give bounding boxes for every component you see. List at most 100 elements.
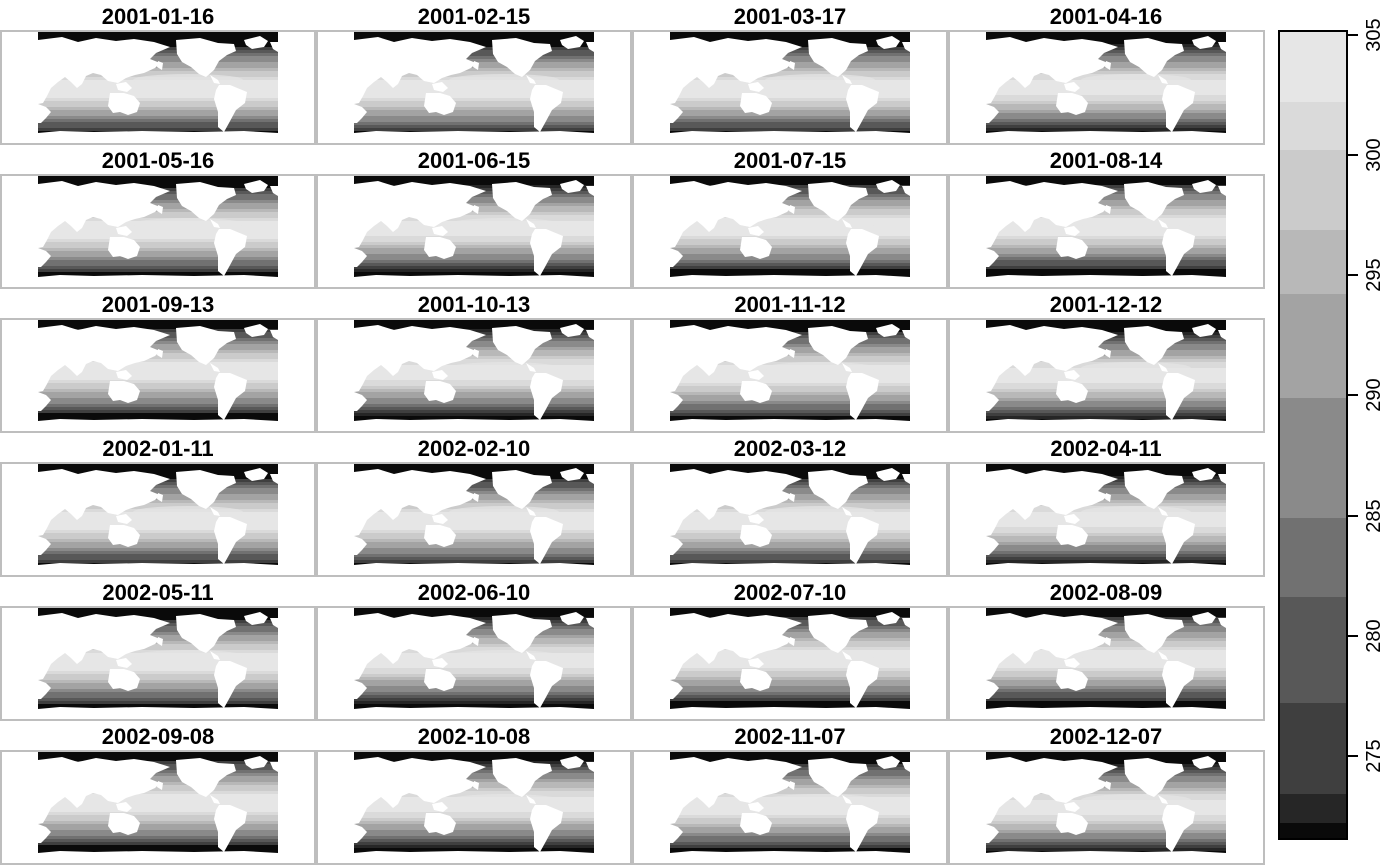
map-panel: 2002-03-12 [632,432,948,577]
map-panel: 2002-09-08 [0,720,316,865]
sst-map [354,752,594,860]
map-panel: 2002-07-10 [632,576,948,721]
sst-map [38,752,278,860]
map-panel: 2001-09-13 [0,288,316,433]
panel-title: 2002-12-07 [1049,724,1163,749]
panel-title: 2001-01-16 [101,4,215,29]
map-panel: 2001-12-12 [948,288,1265,433]
panel-title: 2002-06-10 [417,580,531,605]
map-panel: 2001-01-16 [0,0,316,145]
sst-map [986,608,1226,716]
map-panel-grid: 2001-01-16 2001-02-15 2001-03-17 2001-04-16… [0,0,1265,865]
sst-map [986,464,1226,572]
sst-map [670,464,910,572]
legend-tick-label: 290 [1363,378,1385,413]
map-panel: 2002-02-10 [316,432,632,577]
sst-map [38,464,278,572]
panel-title: 2001-06-15 [417,148,531,173]
legend-band [1280,229,1346,295]
legend-tick [1348,274,1358,277]
map-panel: 2001-06-15 [316,144,632,289]
legend-tick-label: 280 [1363,619,1385,653]
panel-title: 2002-07-10 [733,580,847,605]
map-panel: 2001-02-15 [316,0,632,145]
map-panel: 2002-12-07 [948,720,1265,865]
map-panel: 2001-07-15 [632,144,948,289]
legend-band [1280,149,1346,230]
legend-tick-label: 305 [1363,18,1385,52]
legend-tick-label: 300 [1363,138,1385,172]
legend-band [1280,101,1346,151]
color-legend [1278,30,1358,840]
panel-title: 2001-09-13 [101,292,215,317]
legend-band [1280,596,1346,704]
sst-map [670,608,910,716]
map-panel: 2001-04-16 [948,0,1265,145]
map-panel: 2001-11-12 [632,288,948,433]
sst-map [986,320,1226,428]
sst-map [986,176,1226,284]
legend-colorbar [1278,30,1348,840]
sst-map [354,608,594,716]
legend-tick [1348,33,1358,36]
legend-tick [1348,634,1358,637]
panel-title: 2002-05-11 [102,580,214,605]
legend-tick [1348,153,1358,156]
legend-tick-label: 295 [1363,258,1385,292]
panel-title: 2001-08-14 [1049,148,1163,173]
sst-map [354,176,594,284]
legend-tick [1348,394,1358,397]
panel-title: 2001-11-12 [734,292,846,317]
panel-title: 2001-03-17 [733,4,847,29]
legend-band [1280,397,1346,518]
sst-map [354,320,594,428]
panel-title: 2001-12-12 [1049,292,1163,317]
sst-map [38,608,278,716]
map-panel: 2001-10-13 [316,288,632,433]
sst-map [670,320,910,428]
sst-map [354,464,594,572]
sst-map [670,32,910,140]
map-panel: 2002-01-11 [0,432,316,577]
map-panel: 2002-10-08 [316,720,632,865]
panel-title: 2001-07-15 [733,148,847,173]
panel-title: 2002-04-11 [1050,436,1162,461]
legend-tick-label: 275 [1363,739,1385,773]
panel-title: 2002-09-08 [101,724,215,749]
legend-tick [1348,754,1358,757]
panel-title: 2002-08-09 [1049,580,1163,605]
panel-title: 2002-02-10 [417,436,531,461]
panel-title: 2001-02-15 [417,4,531,29]
panel-title: 2001-10-13 [417,292,531,317]
sst-map [38,320,278,428]
sst-map [670,176,910,284]
sst-map [354,32,594,140]
panel-title: 2002-11-07 [734,724,846,749]
legend-band [1280,32,1346,103]
map-panel: 2002-08-09 [948,576,1265,721]
sst-map [986,32,1226,140]
legend-band [1280,793,1346,824]
legend-band [1280,517,1346,598]
legend-band [1280,702,1346,795]
legend-tick [1348,514,1358,517]
panel-title: 2002-10-08 [417,724,531,749]
legend-band [1280,822,1346,838]
map-panel: 2001-05-16 [0,144,316,289]
map-panel: 2001-08-14 [948,144,1265,289]
map-panel: 2002-04-11 [948,432,1265,577]
panel-title: 2001-04-16 [1049,4,1163,29]
map-panel: 2002-11-07 [632,720,948,865]
panel-title: 2002-01-11 [102,436,214,461]
legend-tick-label: 285 [1363,498,1385,533]
map-panel: 2001-03-17 [632,0,948,145]
sst-map [38,32,278,140]
sst-map [986,752,1226,860]
map-panel: 2002-05-11 [0,576,316,721]
sst-map [670,752,910,860]
map-panel: 2002-06-10 [316,576,632,721]
sst-map [38,176,278,284]
panel-title: 2002-03-12 [733,436,847,461]
legend-band [1280,293,1346,398]
panel-title: 2001-05-16 [101,148,215,173]
